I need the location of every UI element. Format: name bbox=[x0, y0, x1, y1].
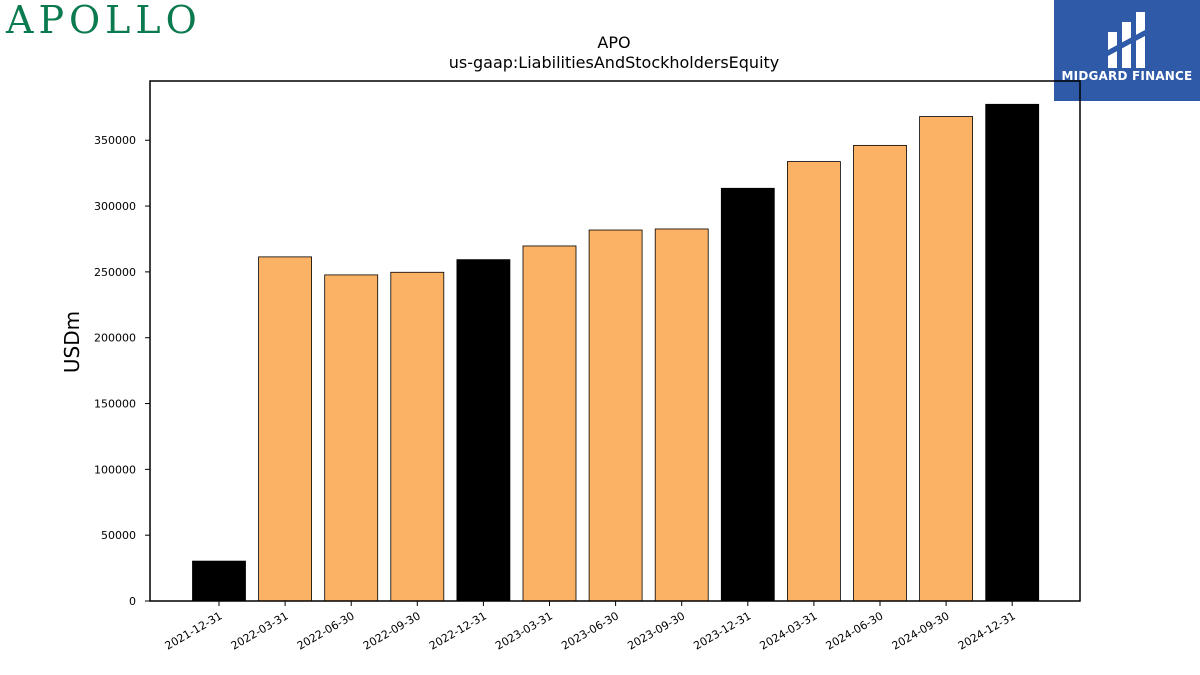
bar-2022-12-31 bbox=[456, 259, 511, 602]
bar-2024-06-30 bbox=[853, 144, 907, 602]
x-tick-label: 2022-09-30 bbox=[361, 609, 423, 652]
x-tick-label: 2022-12-31 bbox=[427, 609, 489, 652]
y-tick-label: 300000 bbox=[94, 200, 136, 213]
bar-2023-09-30 bbox=[654, 228, 709, 602]
x-tick-label: 2024-06-30 bbox=[824, 609, 886, 652]
mf-monogram-icon bbox=[1108, 12, 1145, 68]
bar-2023-03-31 bbox=[522, 245, 577, 602]
bar-2024-12-31 bbox=[985, 103, 1040, 602]
chart-title: APO bbox=[597, 33, 630, 52]
x-tick-label: 2023-09-30 bbox=[625, 609, 687, 652]
y-axis-label: USDm bbox=[60, 311, 84, 373]
y-tick-label: 200000 bbox=[94, 332, 136, 345]
bar-2024-03-31 bbox=[787, 161, 841, 602]
y-tick-label: 0 bbox=[129, 595, 136, 608]
bar-2023-06-30 bbox=[588, 229, 643, 602]
x-tick-label: 2024-09-30 bbox=[890, 609, 952, 652]
y-tick-label: 50000 bbox=[101, 529, 136, 542]
apollo-logo: APOLLO bbox=[6, 0, 202, 42]
bar-2022-03-31 bbox=[258, 256, 313, 602]
bars-group bbox=[192, 103, 1040, 602]
x-tick-label: 2023-06-30 bbox=[559, 609, 621, 652]
bar-2022-06-30 bbox=[324, 274, 379, 602]
x-tick-label: 2024-12-31 bbox=[956, 609, 1018, 652]
y-tick-label: 150000 bbox=[94, 398, 136, 411]
bar-2021-12-31 bbox=[192, 560, 246, 602]
x-tick-label: 2022-03-31 bbox=[229, 609, 291, 652]
midgard-finance-logo: MIDGARD FINANCE bbox=[1054, 0, 1200, 101]
y-tick-label: 250000 bbox=[94, 266, 136, 279]
x-tick-label: 2022-06-30 bbox=[295, 609, 357, 652]
bar-2023-12-31 bbox=[720, 187, 775, 602]
x-tick-label: 2021-12-31 bbox=[163, 609, 225, 652]
y-tick-label: 350000 bbox=[94, 134, 136, 147]
chart-subtitle: us-gaap:LiabilitiesAndStockholdersEquity bbox=[449, 53, 780, 72]
x-tick-label: 2024-03-31 bbox=[758, 609, 820, 652]
plot-frame bbox=[149, 80, 1081, 602]
x-tick-label: 2023-12-31 bbox=[691, 609, 753, 652]
midgard-finance-wordmark: MIDGARD FINANCE bbox=[1061, 69, 1193, 83]
y-axis-ticks: 0 50000 100000 150000 200000 250000 300000 3500… bbox=[94, 134, 150, 608]
x-axis-ticks: 2021-12-31 2022-03-31 2022-06-30 2022-09-30… bbox=[163, 601, 1018, 653]
bar-2024-09-30 bbox=[919, 116, 973, 602]
y-tick-label: 100000 bbox=[94, 463, 136, 476]
x-tick-label: 2023-03-31 bbox=[493, 609, 555, 652]
bar-2022-09-30 bbox=[390, 271, 445, 602]
